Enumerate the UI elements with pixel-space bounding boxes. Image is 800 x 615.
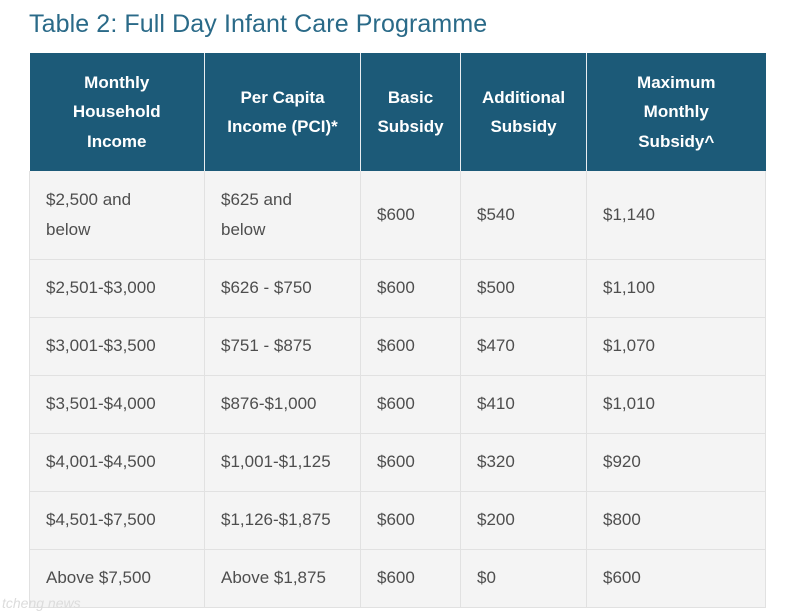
- cell-per-capita-income: $625 and below: [204, 171, 361, 260]
- cell-line: below: [46, 219, 91, 239]
- cell-basic-subsidy: $600: [360, 317, 461, 376]
- table-row: $3,001-$3,500 $751 - $875 $600 $470 $1,0…: [29, 317, 766, 376]
- header-additional-subsidy: Additional Subsidy: [460, 53, 587, 171]
- cell-basic-subsidy: $600: [360, 549, 461, 608]
- cell-additional-subsidy: $200: [460, 491, 587, 550]
- header-basic-subsidy: Basic Subsidy: [360, 53, 461, 171]
- cell-additional-subsidy: $320: [460, 433, 587, 492]
- cell-basic-subsidy: $600: [360, 375, 461, 434]
- cell-maximum-subsidy: $1,070: [586, 317, 766, 376]
- header-monthly-household-income: Monthly Household Income: [29, 53, 205, 171]
- header-line: Subsidy: [490, 117, 557, 136]
- table-row: $3,501-$4,000 $876-$1,000 $600 $410 $1,0…: [29, 375, 766, 434]
- cell-per-capita-income: Above $1,875: [204, 549, 361, 608]
- cell-per-capita-income: $751 - $875: [204, 317, 361, 376]
- cell-line: $625 and: [221, 190, 292, 210]
- cell-additional-subsidy: $470: [460, 317, 587, 376]
- cell-per-capita-income: $1,001-$1,125: [204, 433, 361, 492]
- table-row: $2,500 and below $625 and below $600 $54…: [29, 171, 766, 260]
- table-row: Above $7,500 Above $1,875 $600 $0 $600: [29, 549, 766, 608]
- subsidy-table: Monthly Household Income Per Capita Inco…: [29, 53, 766, 608]
- cell-household-income: $2,501-$3,000: [29, 259, 205, 318]
- header-line: Basic: [387, 87, 434, 107]
- header-line: Monthly: [643, 102, 709, 122]
- page-title: Table 2: Full Day Infant Care Programme: [29, 10, 488, 38]
- cell-household-income: $3,001-$3,500: [29, 317, 205, 376]
- table-header-row: Monthly Household Income Per Capita Inco…: [29, 53, 766, 171]
- cell-additional-subsidy: $0: [460, 549, 587, 608]
- cell-additional-subsidy: $410: [460, 375, 587, 434]
- cell-household-income: $4,501-$7,500: [29, 491, 205, 550]
- cell-maximum-subsidy: $1,100: [586, 259, 766, 318]
- header-line: Household: [72, 102, 161, 122]
- header-line: Monthly: [84, 72, 150, 92]
- cell-per-capita-income: $626 - $750: [204, 259, 361, 318]
- cell-basic-subsidy: $600: [360, 259, 461, 318]
- cell-additional-subsidy: $500: [460, 259, 587, 318]
- cell-basic-subsidy: $600: [360, 433, 461, 492]
- cell-per-capita-income: $876-$1,000: [204, 375, 361, 434]
- header-per-capita-income: Per Capita Income (PCI)*: [204, 53, 361, 171]
- cell-line: $2,500 and: [46, 190, 132, 210]
- header-line: Income (PCI)*: [227, 117, 338, 136]
- header-maximum-monthly-subsidy: Maximum Monthly Subsidy^: [586, 53, 766, 171]
- cell-maximum-subsidy: $1,010: [586, 375, 766, 434]
- cell-maximum-subsidy: $1,140: [586, 171, 766, 260]
- cell-maximum-subsidy: $800: [586, 491, 766, 550]
- header-line: Subsidy^: [638, 131, 715, 151]
- header-line: Additional: [481, 87, 566, 107]
- cell-maximum-subsidy: $920: [586, 433, 766, 492]
- cell-maximum-subsidy: $600: [586, 549, 766, 608]
- cell-per-capita-income: $1,126-$1,875: [204, 491, 361, 550]
- header-line: Income: [86, 131, 147, 151]
- cell-basic-subsidy: $600: [360, 171, 461, 260]
- header-line: Per Capita: [240, 87, 325, 107]
- cell-household-income: $4,001-$4,500: [29, 433, 205, 492]
- cell-household-income: $2,500 and below: [29, 171, 205, 260]
- table-row: $2,501-$3,000 $626 - $750 $600 $500 $1,1…: [29, 259, 766, 318]
- watermark-left: tcheng news: [2, 595, 81, 611]
- header-line: Subsidy: [377, 117, 444, 136]
- header-line: Maximum: [637, 72, 716, 92]
- cell-additional-subsidy: $540: [460, 171, 587, 260]
- table-row: $4,501-$7,500 $1,126-$1,875 $600 $200 $8…: [29, 491, 766, 550]
- cell-basic-subsidy: $600: [360, 491, 461, 550]
- table-row: $4,001-$4,500 $1,001-$1,125 $600 $320 $9…: [29, 433, 766, 492]
- cell-household-income: $3,501-$4,000: [29, 375, 205, 434]
- cell-household-income: Above $7,500: [29, 549, 205, 608]
- cell-line: below: [221, 219, 266, 239]
